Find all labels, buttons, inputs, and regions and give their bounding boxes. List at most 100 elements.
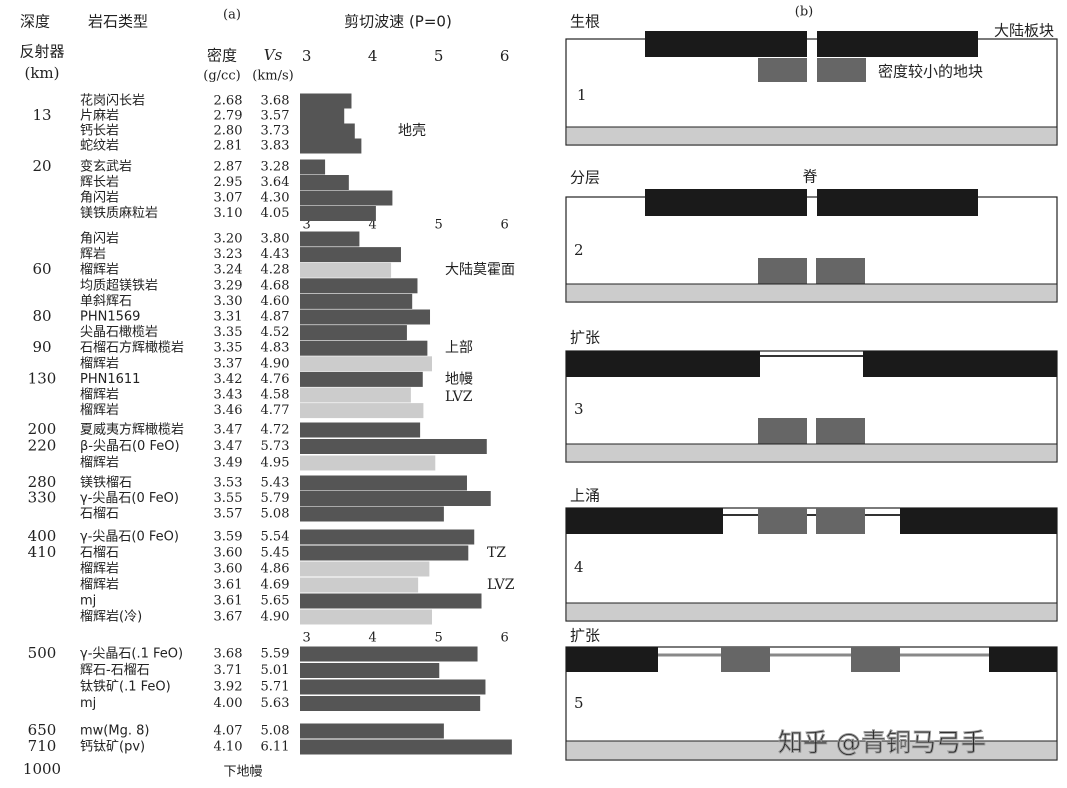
x-tick-label: 5 <box>434 218 442 233</box>
plate <box>645 189 807 216</box>
rock: 钙钛矿(pv) <box>80 740 145 755</box>
vs-label: 5.54 <box>261 530 290 545</box>
bar <box>300 93 352 109</box>
bar <box>300 309 431 325</box>
annotation: 大陆莫霍面 <box>445 262 515 278</box>
density: 3.60 <box>214 546 243 561</box>
label: 大陆板块 <box>994 22 1054 40</box>
x-tick-label: 5 <box>434 47 444 65</box>
rock: 榴辉岩 <box>80 388 119 403</box>
depth: 280 <box>28 473 57 491</box>
stage-title: 生根 <box>570 13 600 31</box>
vs-label: 4.43 <box>261 247 290 262</box>
rock: 石榴石方辉橄榄岩 <box>80 340 184 356</box>
vs-label: 3.57 <box>261 109 290 124</box>
density: 3.71 <box>214 663 243 678</box>
depth: 500 <box>28 644 57 662</box>
vs-label: 5.59 <box>261 647 290 662</box>
rock: 石榴石 <box>80 546 119 561</box>
block <box>816 418 865 444</box>
stage-number: 3 <box>574 400 584 418</box>
bar <box>300 593 482 609</box>
x-tick-label: 6 <box>500 218 508 233</box>
stage-title: 上涌 <box>570 487 600 505</box>
vs-label: 4.68 <box>261 278 290 293</box>
rock: PHN1569 <box>80 310 140 325</box>
rock: 单斜辉石 <box>80 294 132 309</box>
vs-label: 4.76 <box>261 372 290 387</box>
density: 2.87 <box>214 160 243 175</box>
depth: 130 <box>28 369 57 387</box>
rock: 榴辉岩 <box>80 263 119 278</box>
rock: 榴辉岩 <box>80 562 119 577</box>
strip <box>565 126 1058 146</box>
depth: 13 <box>32 106 51 124</box>
depth: 60 <box>32 260 51 278</box>
block <box>721 647 770 672</box>
panel-label: (a) <box>223 8 241 23</box>
density: 3.47 <box>214 439 243 454</box>
vs-label: 3.83 <box>261 139 290 154</box>
rock: 榴辉岩(冷) <box>80 610 142 625</box>
rock: 角闪岩 <box>80 232 119 247</box>
density: 2.81 <box>214 139 243 154</box>
vs-label: 5.65 <box>261 594 290 609</box>
density: 3.43 <box>214 388 243 403</box>
bar <box>300 696 481 711</box>
x-tick-label: 4 <box>368 218 376 233</box>
rock: 辉岩 <box>80 247 106 262</box>
bar <box>300 356 432 372</box>
stage-title: 扩张 <box>570 329 600 347</box>
header: 深度 <box>20 13 50 31</box>
panel-label: (b) <box>795 5 813 20</box>
stage-title: 扩张 <box>570 627 600 645</box>
density: 3.35 <box>214 341 243 356</box>
density: 3.67 <box>214 610 243 625</box>
density: 3.10 <box>214 206 243 221</box>
vs-label: 5.63 <box>261 696 290 711</box>
density: 4.00 <box>214 696 243 711</box>
density: 3.60 <box>214 562 243 577</box>
vs-label: 5.71 <box>261 680 290 695</box>
header: Vs <box>264 46 283 64</box>
rock: 辉石-石榴石 <box>80 663 150 678</box>
rock: 镁铁质麻粒岩 <box>80 206 158 221</box>
stage-number: 5 <box>574 694 584 712</box>
bar <box>300 663 440 678</box>
rock: γ-尖晶石(0 FeO) <box>80 491 179 506</box>
rock: 辉长岩 <box>80 175 119 190</box>
density: 3.30 <box>214 294 243 309</box>
depth: 200 <box>28 420 57 438</box>
depth: 330 <box>28 489 57 507</box>
block <box>851 647 900 672</box>
bar <box>300 138 362 154</box>
vs-label: 5.08 <box>261 724 290 739</box>
strip <box>565 443 1058 463</box>
vs-label: 4.83 <box>261 341 290 356</box>
header: 岩石类型 <box>88 13 148 31</box>
annotation: LVZ <box>445 389 473 405</box>
density: 3.23 <box>214 247 243 262</box>
density: 3.37 <box>214 356 243 371</box>
rock: γ-尖晶石(.1 FeO) <box>80 647 183 662</box>
plate <box>989 647 1057 672</box>
rock: PHN1611 <box>80 372 140 387</box>
x-tick-label: 5 <box>434 631 442 646</box>
density: 3.29 <box>214 278 243 293</box>
depth: 710 <box>28 737 57 755</box>
label: 密度较小的地块 <box>878 63 983 81</box>
depth: 650 <box>28 721 57 739</box>
density: 3.53 <box>214 476 243 491</box>
bar <box>300 159 326 175</box>
rock: 花岗闪长岩 <box>80 93 145 109</box>
vs-label: 5.01 <box>261 663 290 678</box>
density: 3.55 <box>214 491 243 506</box>
rock: 尖晶石橄榄岩 <box>80 324 158 340</box>
density: 3.49 <box>214 456 243 471</box>
density: 3.57 <box>214 507 243 522</box>
chart-title: 剪切波速 (P=0) <box>344 13 452 31</box>
bar <box>300 646 478 662</box>
block <box>758 418 807 444</box>
depth: 80 <box>32 307 51 325</box>
stage-number: 4 <box>574 558 584 576</box>
